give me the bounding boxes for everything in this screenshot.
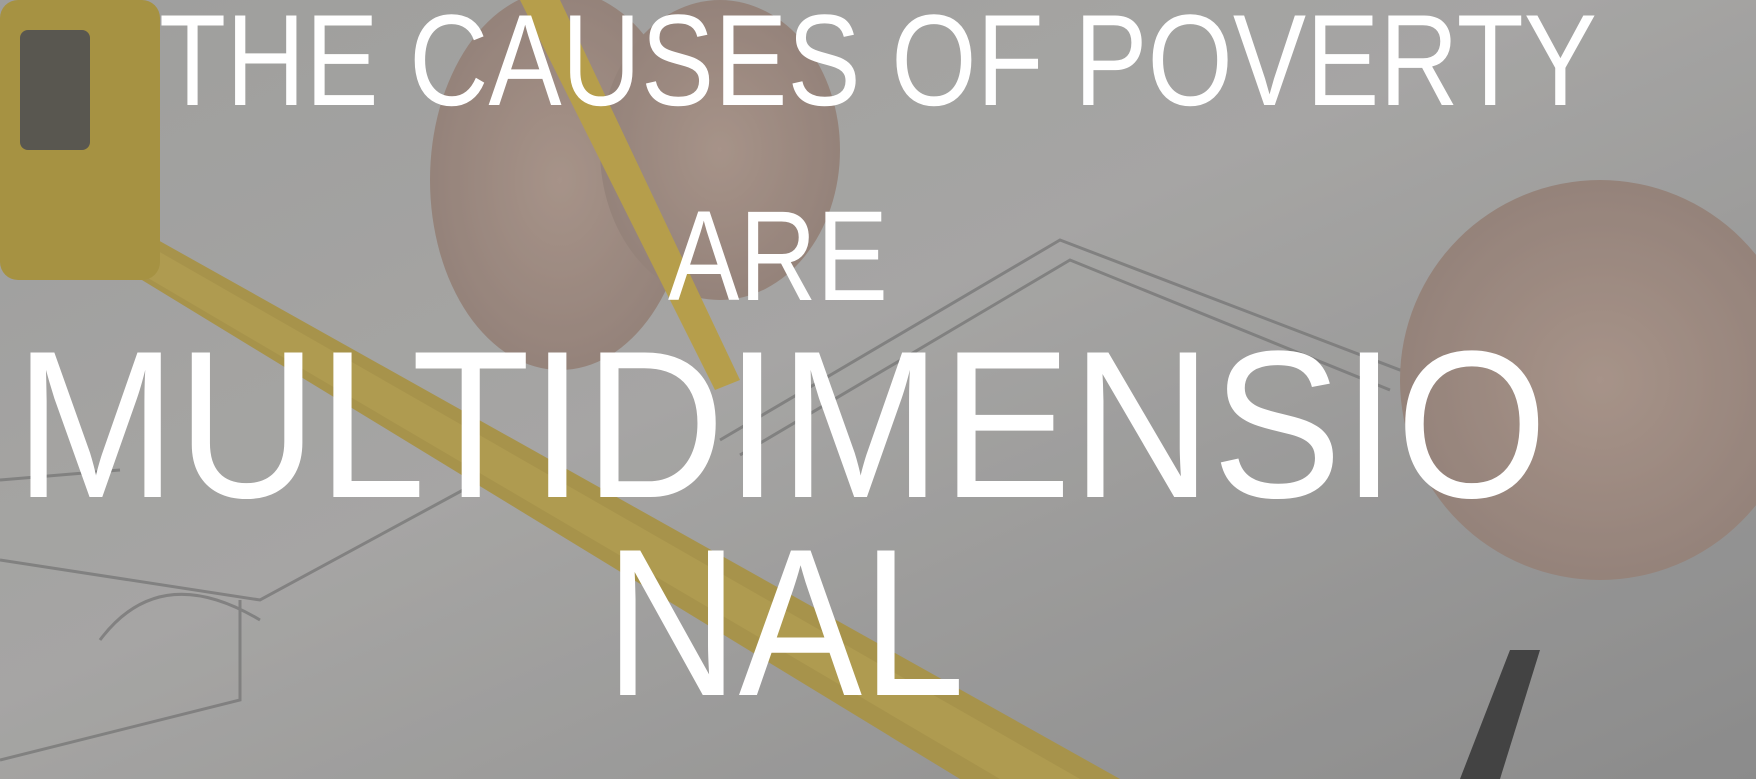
heading-line: THE CAUSES OF POVERTY [159, 0, 1597, 133]
heading-line: NAL [605, 505, 965, 740]
slide: THE CAUSES OF POVERTY ARE MULTIDIMENSIO … [0, 0, 1756, 779]
page: THE CAUSES OF POVERTY ARE MULTIDIMENSIO … [0, 0, 1756, 779]
